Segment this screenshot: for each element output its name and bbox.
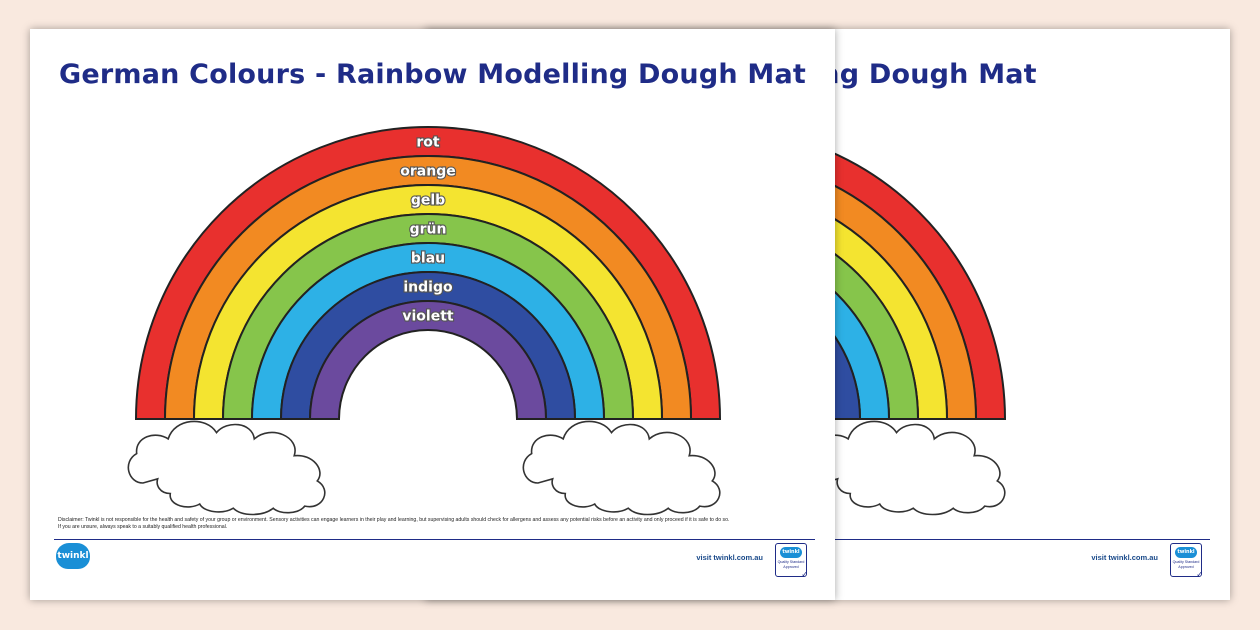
front-band-label-0: rot (416, 135, 440, 151)
front-cloud-right (522, 420, 721, 516)
twinkl-logo-icon[interactable]: twinkl (56, 543, 90, 569)
front-disclaimer-line-1: Disclaimer: Twinkl is not responsible fo… (58, 517, 730, 523)
front-cloud-left (127, 420, 326, 516)
front-rainbow: rot orange gelb grün blau indigo violett (127, 126, 722, 516)
front-sheet-title: German Colours - Rainbow Modelling Dough… (59, 59, 806, 90)
back-badge-tick-icon: ✓ (1196, 570, 1203, 579)
front-quality-badge-icon: twinkl Quality Standard Approved ✓ (775, 543, 808, 579)
back-quality-badge-icon: twinkl Quality Standard Approved ✓ (1170, 543, 1203, 579)
front-disclaimer: Disclaimer: Twinkl is not responsible fo… (58, 517, 818, 531)
front-band-label-6: violett (402, 309, 454, 325)
front-badge-tick-icon: ✓ (801, 570, 808, 579)
front-band-label-4: blau (411, 251, 445, 267)
back-cloud-right (807, 420, 1006, 516)
front-band-label-2: gelb (411, 193, 445, 209)
front-band-label-1: orange (400, 164, 455, 180)
front-band-label-3: grün (410, 222, 447, 238)
front-band-6 (308, 300, 548, 420)
front-band-label-5: indigo (403, 280, 453, 296)
front-badge-caption: Quality Standard Approved (777, 560, 805, 569)
front-sheet: German Colours - Rainbow Modelling Dough… (30, 29, 835, 600)
back-visit-link[interactable]: visit twinkl.com.au (1091, 553, 1158, 562)
front-footer-divider (54, 539, 815, 540)
front-visit-link[interactable]: visit twinkl.com.au (696, 553, 763, 562)
front-disclaimer-line-2: If you are unsure, always speak to a sui… (58, 524, 228, 530)
back-badge-brand: twinkl (1175, 547, 1197, 558)
front-badge-brand: twinkl (780, 547, 802, 558)
back-badge-caption: Quality Standard Approved (1172, 560, 1200, 569)
